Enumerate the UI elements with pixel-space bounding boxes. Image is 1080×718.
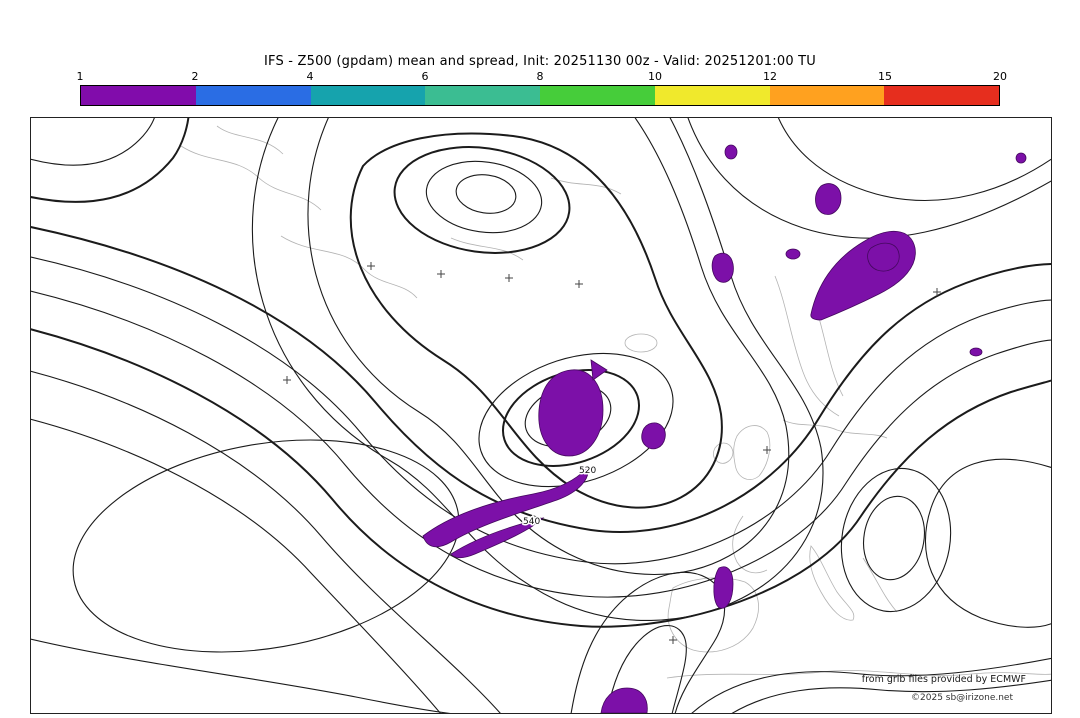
colorbar-segment bbox=[425, 86, 540, 105]
contour-label: 540 bbox=[523, 517, 540, 527]
colorbar-segment bbox=[654, 86, 770, 105]
contour-label: 520 bbox=[579, 466, 596, 476]
colorbar-segment bbox=[540, 86, 655, 105]
spread-shading bbox=[422, 144, 1027, 713]
colorbar-segment bbox=[81, 86, 196, 105]
colorbar-segment bbox=[884, 86, 999, 105]
colorbar-tick: 6 bbox=[421, 70, 429, 83]
map-svg: 520 540 bbox=[31, 118, 1051, 713]
colorbar bbox=[80, 85, 1000, 106]
colorbar-ticks: 1 2 4 6 8 10 12 15 20 bbox=[76, 70, 1008, 83]
colorbar-segment bbox=[769, 86, 885, 105]
grid-cross-marks bbox=[283, 262, 941, 644]
z500-contours bbox=[31, 118, 1051, 713]
colorbar-tick: 12 bbox=[763, 70, 777, 83]
colorbar-tick: 10 bbox=[648, 70, 662, 83]
weather-map: 520 540 from grib files provided by ECMW… bbox=[30, 117, 1052, 714]
coastlines bbox=[180, 125, 1051, 679]
colorbar-tick: 1 bbox=[76, 70, 84, 83]
colorbar-segment bbox=[195, 86, 311, 105]
colorbar-tick: 2 bbox=[191, 70, 199, 83]
colorbar-tick: 8 bbox=[536, 70, 544, 83]
colorbar-tick: 20 bbox=[993, 70, 1007, 83]
colorbar-segment bbox=[310, 86, 426, 105]
attribution-copyright: ©2025 sb@irizone.net bbox=[911, 693, 1013, 703]
colorbar-tick: 15 bbox=[878, 70, 892, 83]
colorbar-tick: 4 bbox=[306, 70, 314, 83]
contour-labels: 520 540 bbox=[522, 465, 598, 529]
chart-title: IFS - Z500 (gpdam) mean and spread, Init… bbox=[264, 54, 816, 69]
attribution-ecmwf: from grib files provided by ECMWF bbox=[861, 674, 1026, 685]
